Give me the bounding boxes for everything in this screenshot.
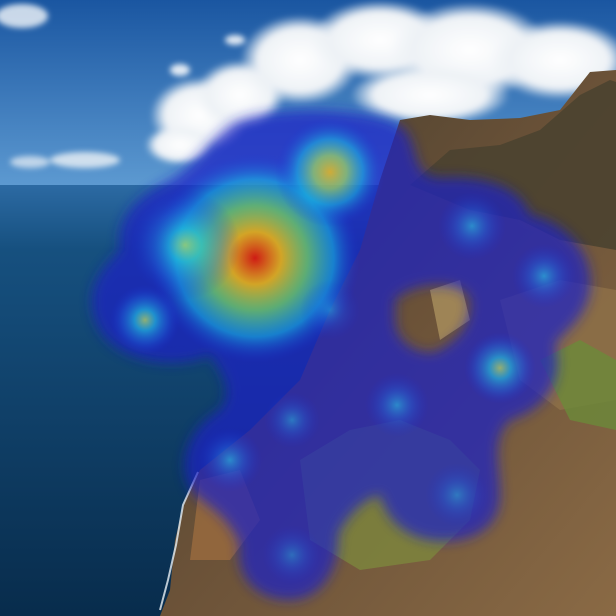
hotspot-left [110, 285, 180, 355]
surf-line [159, 471, 199, 611]
hotspot-right-mid [464, 332, 536, 404]
hotspot-right [512, 244, 576, 308]
hotspot-main-left [130, 190, 240, 300]
hotspot-bottom [262, 525, 322, 585]
clouds [0, 0, 616, 168]
hotspot-top [275, 117, 385, 227]
hotspot-right-upper [438, 192, 506, 260]
hotspot-lower-right [425, 463, 489, 527]
hotspot-mid [300, 280, 360, 340]
attention-heatmap-overlay [91, 110, 591, 600]
hotspot-center [365, 373, 429, 437]
hotspot-lower-center [264, 392, 320, 448]
hotspot-lower-left [198, 428, 262, 492]
